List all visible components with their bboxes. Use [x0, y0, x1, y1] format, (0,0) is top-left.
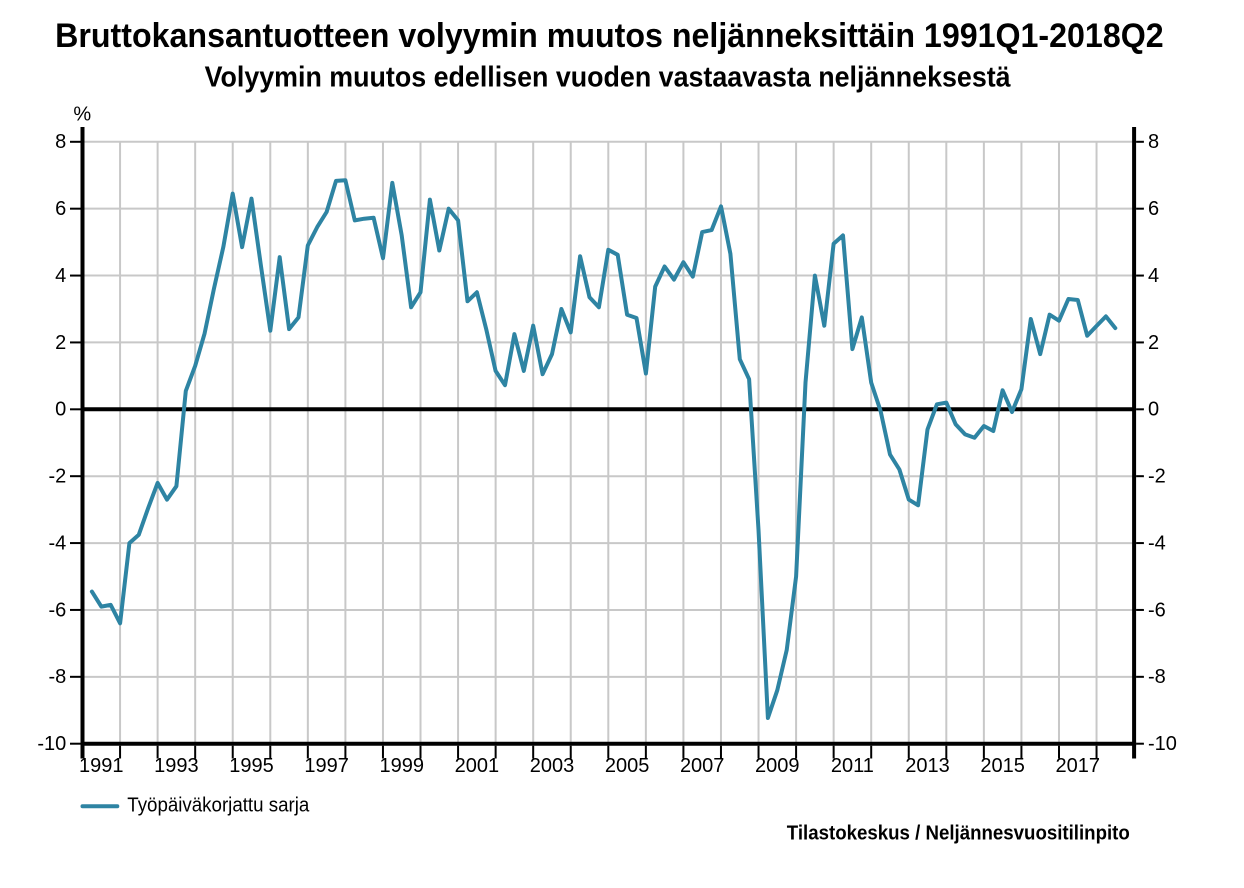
- svg-text:%: %: [73, 104, 91, 126]
- svg-text:-6: -6: [49, 599, 67, 621]
- svg-text:0: 0: [1148, 399, 1159, 421]
- svg-text:6: 6: [55, 198, 66, 220]
- svg-text:1999: 1999: [379, 755, 424, 777]
- svg-text:2013: 2013: [905, 755, 950, 777]
- svg-text:-4: -4: [1148, 532, 1166, 554]
- svg-text:2: 2: [1148, 332, 1159, 354]
- svg-text:0: 0: [55, 399, 66, 421]
- svg-text:1993: 1993: [154, 755, 199, 777]
- svg-text:2001: 2001: [455, 755, 500, 777]
- svg-text:4: 4: [55, 265, 66, 287]
- svg-text:1995: 1995: [229, 755, 274, 777]
- svg-text:2017: 2017: [1056, 755, 1101, 777]
- svg-text:2005: 2005: [605, 755, 650, 777]
- svg-text:2011: 2011: [831, 755, 874, 777]
- svg-text:2: 2: [55, 332, 66, 354]
- svg-text:-6: -6: [1148, 599, 1166, 621]
- svg-text:2007: 2007: [680, 755, 725, 777]
- svg-text:-10: -10: [1148, 733, 1177, 755]
- svg-text:6: 6: [1148, 198, 1159, 220]
- svg-text:-2: -2: [49, 466, 67, 488]
- svg-text:-8: -8: [49, 666, 67, 688]
- svg-text:1991: 1991: [79, 755, 124, 777]
- svg-text:2003: 2003: [530, 755, 575, 777]
- svg-text:Volyymin muutos edellisen vuod: Volyymin muutos edellisen vuoden vastaav…: [205, 62, 1012, 94]
- svg-text:2009: 2009: [755, 755, 800, 777]
- svg-text:-2: -2: [1148, 466, 1166, 488]
- svg-text:4: 4: [1148, 265, 1159, 287]
- svg-text:-4: -4: [49, 532, 67, 554]
- svg-text:Työpäiväkorjattu sarja: Työpäiväkorjattu sarja: [127, 794, 310, 816]
- svg-text:-8: -8: [1148, 666, 1166, 688]
- svg-text:2015: 2015: [980, 755, 1025, 777]
- svg-text:-10: -10: [37, 733, 66, 755]
- svg-text:8: 8: [55, 131, 66, 153]
- svg-text:8: 8: [1148, 131, 1159, 153]
- svg-text:1997: 1997: [304, 755, 349, 777]
- svg-text:Tilastokeskus / Neljännesvuosi: Tilastokeskus / Neljännesvuositilinpito: [787, 823, 1130, 845]
- svg-text:Bruttokansantuotteen volyymin: Bruttokansantuotteen volyymin muutos nel…: [55, 17, 1164, 55]
